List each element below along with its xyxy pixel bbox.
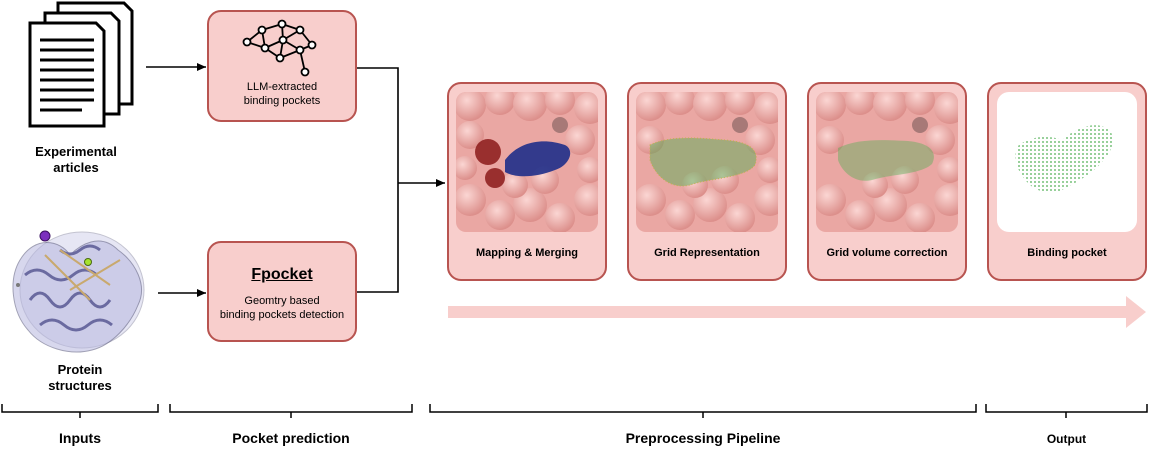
llm-box-caption: LLM-extracted binding pockets xyxy=(207,80,357,108)
articles-label-line1: Experimental xyxy=(35,144,117,159)
stage-label-mapping-merging: Mapping & Merging xyxy=(475,247,579,259)
section-label-output: Output xyxy=(1046,432,1087,446)
fpocket-line1: Geomtry based xyxy=(244,295,320,307)
stage-label-grid-volume-correction: Grid volume correction xyxy=(826,247,948,259)
llm-box-line1: LLM-extracted xyxy=(246,81,318,93)
brace-preprocessing xyxy=(429,404,977,418)
connector-fpocket-merge xyxy=(357,183,399,293)
protein-structures-label: Protein structures xyxy=(28,362,132,394)
brace-pocket-prediction xyxy=(169,404,413,418)
section-label-preprocessing: Preprocessing Pipeline xyxy=(625,430,781,446)
section-label-inputs: Inputs xyxy=(59,430,101,446)
stage-label-grid-representation: Grid Representation xyxy=(654,247,760,259)
pipeline-flow-arrow xyxy=(448,296,1146,328)
protein-label-line2: structures xyxy=(48,378,112,393)
brace-output xyxy=(985,404,1148,418)
brace-inputs xyxy=(1,404,159,418)
fpocket-line2: binding pockets detection xyxy=(219,309,345,321)
protein-label-line1: Protein xyxy=(57,362,103,377)
experimental-articles-label: Experimental articles xyxy=(18,144,134,176)
connector-llm-merge xyxy=(357,67,399,183)
stage-label-binding-pocket: Binding pocket xyxy=(1027,247,1107,259)
section-label-pocket-prediction: Pocket prediction xyxy=(232,430,350,446)
fpocket-title: Fpocket xyxy=(251,266,313,283)
binding-pocket-image xyxy=(997,92,1137,232)
fpocket-box xyxy=(207,241,357,342)
articles-label-line2: articles xyxy=(53,160,99,175)
llm-box-line2: binding pockets xyxy=(243,95,321,107)
fpocket-caption: Geomtry based binding pockets detection xyxy=(207,294,357,322)
